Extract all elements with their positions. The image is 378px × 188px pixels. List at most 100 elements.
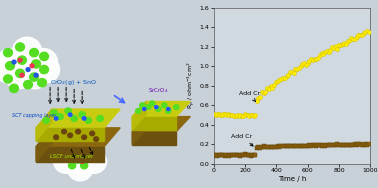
- Point: [240, 114, 246, 117]
- Point: [262, 146, 268, 149]
- Point: [242, 153, 248, 156]
- Point: [257, 146, 263, 149]
- Polygon shape: [36, 109, 120, 128]
- Point: [245, 154, 251, 157]
- Point: [341, 41, 347, 44]
- Point: [264, 87, 270, 90]
- Circle shape: [60, 141, 85, 164]
- Point: [225, 154, 231, 157]
- Point: [343, 143, 349, 146]
- Circle shape: [12, 54, 42, 81]
- Circle shape: [31, 56, 59, 83]
- Point: [214, 154, 220, 157]
- Point: [301, 144, 307, 147]
- Circle shape: [82, 150, 107, 173]
- Point: [276, 78, 282, 81]
- Point: [311, 57, 318, 60]
- Circle shape: [71, 115, 77, 121]
- Point: [322, 144, 328, 147]
- Point: [327, 48, 333, 51]
- Circle shape: [136, 108, 141, 113]
- Point: [299, 145, 305, 148]
- Circle shape: [62, 129, 67, 134]
- Point: [223, 154, 229, 157]
- Point: [251, 114, 257, 117]
- Point: [338, 144, 344, 147]
- Circle shape: [54, 117, 58, 120]
- Circle shape: [26, 68, 30, 71]
- Point: [319, 52, 325, 55]
- Point: [350, 38, 356, 41]
- Circle shape: [162, 103, 167, 108]
- Point: [249, 113, 255, 116]
- Point: [320, 144, 326, 147]
- Circle shape: [38, 79, 46, 87]
- Circle shape: [18, 58, 22, 62]
- Point: [242, 112, 248, 115]
- Point: [252, 113, 258, 116]
- Point: [251, 153, 257, 156]
- Point: [292, 144, 298, 147]
- Point: [257, 95, 263, 98]
- Circle shape: [6, 62, 14, 70]
- Circle shape: [54, 135, 59, 139]
- Point: [308, 144, 314, 147]
- Point: [366, 30, 372, 33]
- Point: [363, 143, 369, 146]
- Point: [359, 143, 365, 146]
- Circle shape: [82, 117, 86, 120]
- Circle shape: [0, 49, 25, 76]
- Point: [324, 50, 330, 53]
- Point: [352, 143, 358, 146]
- Point: [282, 77, 288, 80]
- Point: [294, 68, 300, 71]
- Point: [264, 146, 270, 149]
- Point: [315, 57, 321, 60]
- Point: [266, 145, 272, 148]
- Point: [334, 143, 340, 146]
- Point: [331, 47, 337, 50]
- Point: [219, 154, 225, 157]
- Circle shape: [85, 117, 91, 123]
- Circle shape: [30, 64, 34, 68]
- Point: [299, 63, 305, 66]
- Point: [234, 154, 240, 157]
- Point: [273, 145, 279, 148]
- Circle shape: [68, 113, 72, 116]
- Circle shape: [146, 105, 151, 110]
- Point: [303, 144, 309, 147]
- Point: [234, 114, 240, 117]
- Point: [363, 31, 369, 34]
- Point: [229, 154, 235, 157]
- Point: [254, 100, 260, 103]
- Point: [343, 43, 349, 46]
- Point: [243, 114, 249, 117]
- Circle shape: [32, 60, 40, 68]
- Polygon shape: [36, 109, 52, 141]
- Point: [294, 144, 300, 147]
- Point: [245, 113, 251, 116]
- Circle shape: [166, 108, 171, 113]
- Circle shape: [15, 69, 25, 77]
- Point: [266, 88, 272, 91]
- Polygon shape: [36, 128, 52, 162]
- Text: CrO$_2$(g) + SnO: CrO$_2$(g) + SnO: [50, 78, 98, 87]
- Polygon shape: [132, 117, 176, 130]
- Point: [292, 68, 298, 71]
- Point: [324, 143, 330, 146]
- Circle shape: [68, 133, 73, 138]
- Circle shape: [29, 49, 57, 76]
- Point: [333, 44, 339, 47]
- Point: [325, 143, 332, 146]
- Circle shape: [68, 137, 93, 160]
- Point: [285, 73, 291, 76]
- Point: [357, 143, 363, 146]
- Circle shape: [68, 150, 93, 173]
- Point: [327, 144, 333, 147]
- Point: [310, 144, 316, 147]
- Point: [359, 33, 365, 36]
- Circle shape: [156, 107, 161, 111]
- Circle shape: [40, 65, 48, 74]
- Polygon shape: [132, 132, 176, 145]
- Point: [278, 144, 284, 147]
